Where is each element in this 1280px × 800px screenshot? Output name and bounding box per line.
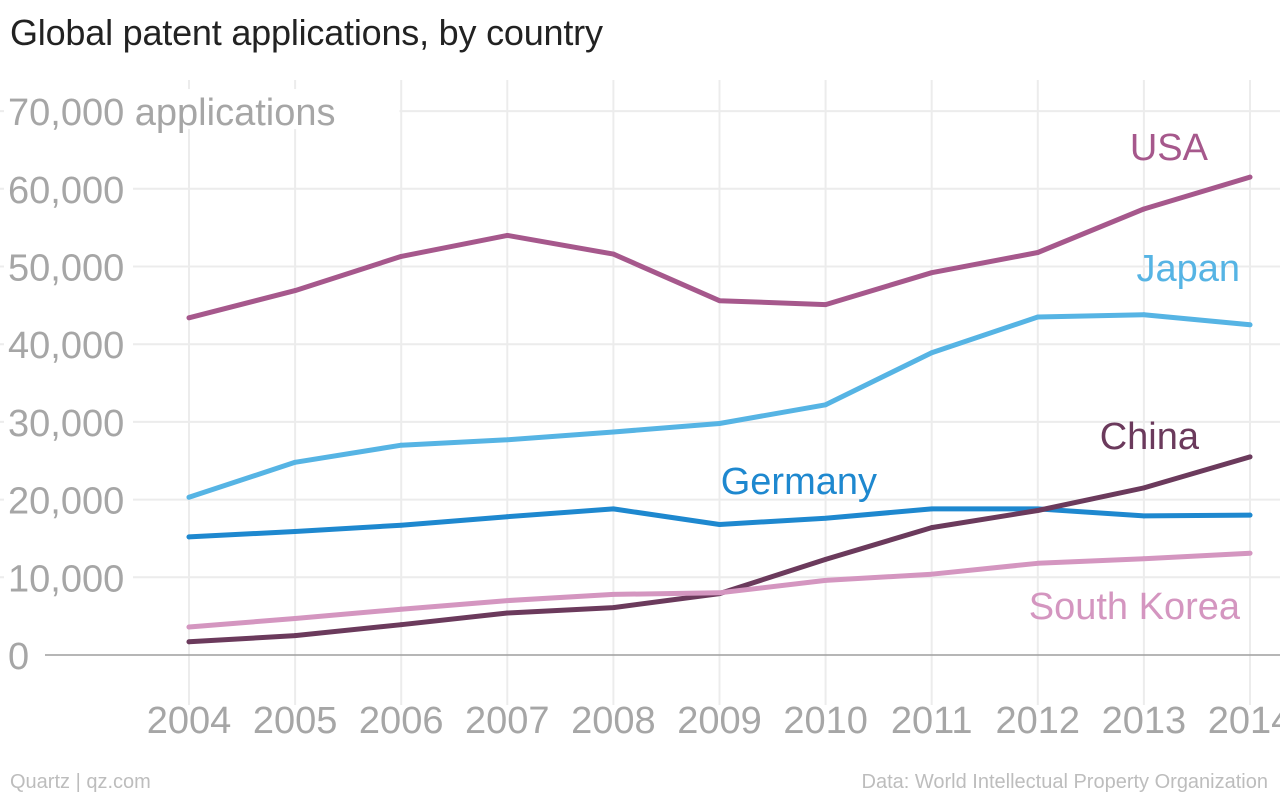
data-point-south-korea [717,590,722,596]
x-tick-label: 2014 [1208,700,1280,742]
series-japan [186,312,1253,500]
data-point-china [823,557,828,562]
data-point-china [292,633,298,638]
data-point-china [929,525,935,530]
x-tick-label: 2008 [571,700,656,742]
data-point-usa [504,233,510,238]
x-axis-tick-labels: 2004 2005 2006 2007 2008 2009 2010 2011 2012 2013… [147,700,1280,742]
y-axis-tick-labels: 0 10,000 20,000 30,000 40,000 50,000 60,000 70,… [4,89,400,678]
data-point-south-korea [1247,550,1253,556]
series-south-korea [186,550,1253,630]
series-label-germany: Germany [721,461,877,503]
data-point-japan [1247,322,1253,328]
data-point-germany [823,515,828,521]
y-tick-label-bg [4,322,133,363]
y-tick-label-bg [4,244,133,285]
y-tick-label: 70,000 applications [8,92,335,134]
x-tick-label: 2004 [147,700,232,742]
data-point-south-korea [1035,560,1041,566]
data-point-south-korea [823,578,828,583]
data-point-china [398,622,404,628]
gridlines [0,80,1280,705]
series-label-usa: USA [1130,127,1209,169]
data-point-japan [504,437,510,443]
data-point-south-korea [186,624,192,630]
data-point-usa [1141,206,1147,212]
data-point-south-korea [292,616,298,621]
data-point-usa [398,253,404,259]
data-point-germany [1247,512,1253,518]
series-lines [186,174,1253,645]
data-point-china [504,610,510,616]
data-point-germany [398,522,404,528]
y-tick-label: 10,000 [8,558,124,600]
data-point-china [1141,485,1147,491]
x-tick-label: 2010 [783,700,868,742]
data-point-south-korea [398,606,404,612]
y-tick-label-bg [4,89,400,130]
x-tick-label: 2011 [891,700,973,742]
data-point-south-korea [504,598,510,604]
x-tick-label: 2009 [677,700,762,742]
data-point-usa [611,251,616,257]
chart-title: Global patent applications, by country [10,12,603,53]
data-point-japan [398,442,404,448]
y-tick-label: 0 [8,636,29,678]
data-point-germany [1141,513,1147,519]
data-point-south-korea [929,571,935,577]
data-point-usa [1247,174,1253,180]
series-usa [186,174,1253,321]
y-tick-label-bg [4,399,133,440]
data-point-germany [717,522,722,527]
y-tick-label: 30,000 [8,403,124,445]
data-point-germany [186,534,192,540]
data-point-japan [929,350,935,356]
footer-source: Data: World Intellectual Property Organi… [861,771,1269,793]
y-tick-label-bg [4,166,133,207]
x-tick-label: 2012 [996,700,1081,742]
y-tick-label-bg [4,477,133,518]
y-tick-label: 60,000 [8,170,124,212]
data-point-japan [717,421,722,426]
data-point-japan [1141,312,1147,318]
data-point-china [1247,454,1253,460]
series-labels: USA Japan Germany China South Korea [721,127,1241,628]
x-tick-label: 2006 [359,700,444,742]
footer-credit: Quartz | qz.com [10,771,151,793]
data-point-usa [186,315,192,321]
data-point-usa [717,298,722,304]
y-tick-label: 40,000 [8,325,124,367]
data-point-japan [823,402,828,408]
data-point-germany [292,529,298,534]
y-tick-label-bg [4,633,31,673]
data-point-usa [823,302,828,307]
data-point-germany [504,514,510,520]
data-point-japan [611,429,616,435]
series-label-south-korea: South Korea [1029,586,1241,628]
data-point-usa [292,288,298,293]
x-tick-label: 2013 [1102,700,1187,742]
data-point-south-korea [611,591,616,597]
series-label-japan: Japan [1136,248,1240,290]
y-tick-label: 20,000 [8,481,124,523]
data-point-china [1035,508,1041,513]
data-point-germany [611,506,616,512]
data-point-japan [1035,314,1041,320]
data-point-china [611,605,616,611]
y-tick-label-bg [4,555,133,596]
data-point-usa [929,270,935,276]
x-tick-label: 2005 [253,700,338,742]
data-point-japan [292,459,298,465]
data-point-south-korea [1141,556,1147,562]
data-point-germany [929,506,935,512]
data-point-japan [186,494,192,500]
x-tick-label: 2007 [465,700,550,742]
data-point-usa [1035,250,1041,255]
y-tick-label: 50,000 [8,248,124,290]
data-point-china [186,639,192,645]
series-label-china: China [1100,416,1200,458]
